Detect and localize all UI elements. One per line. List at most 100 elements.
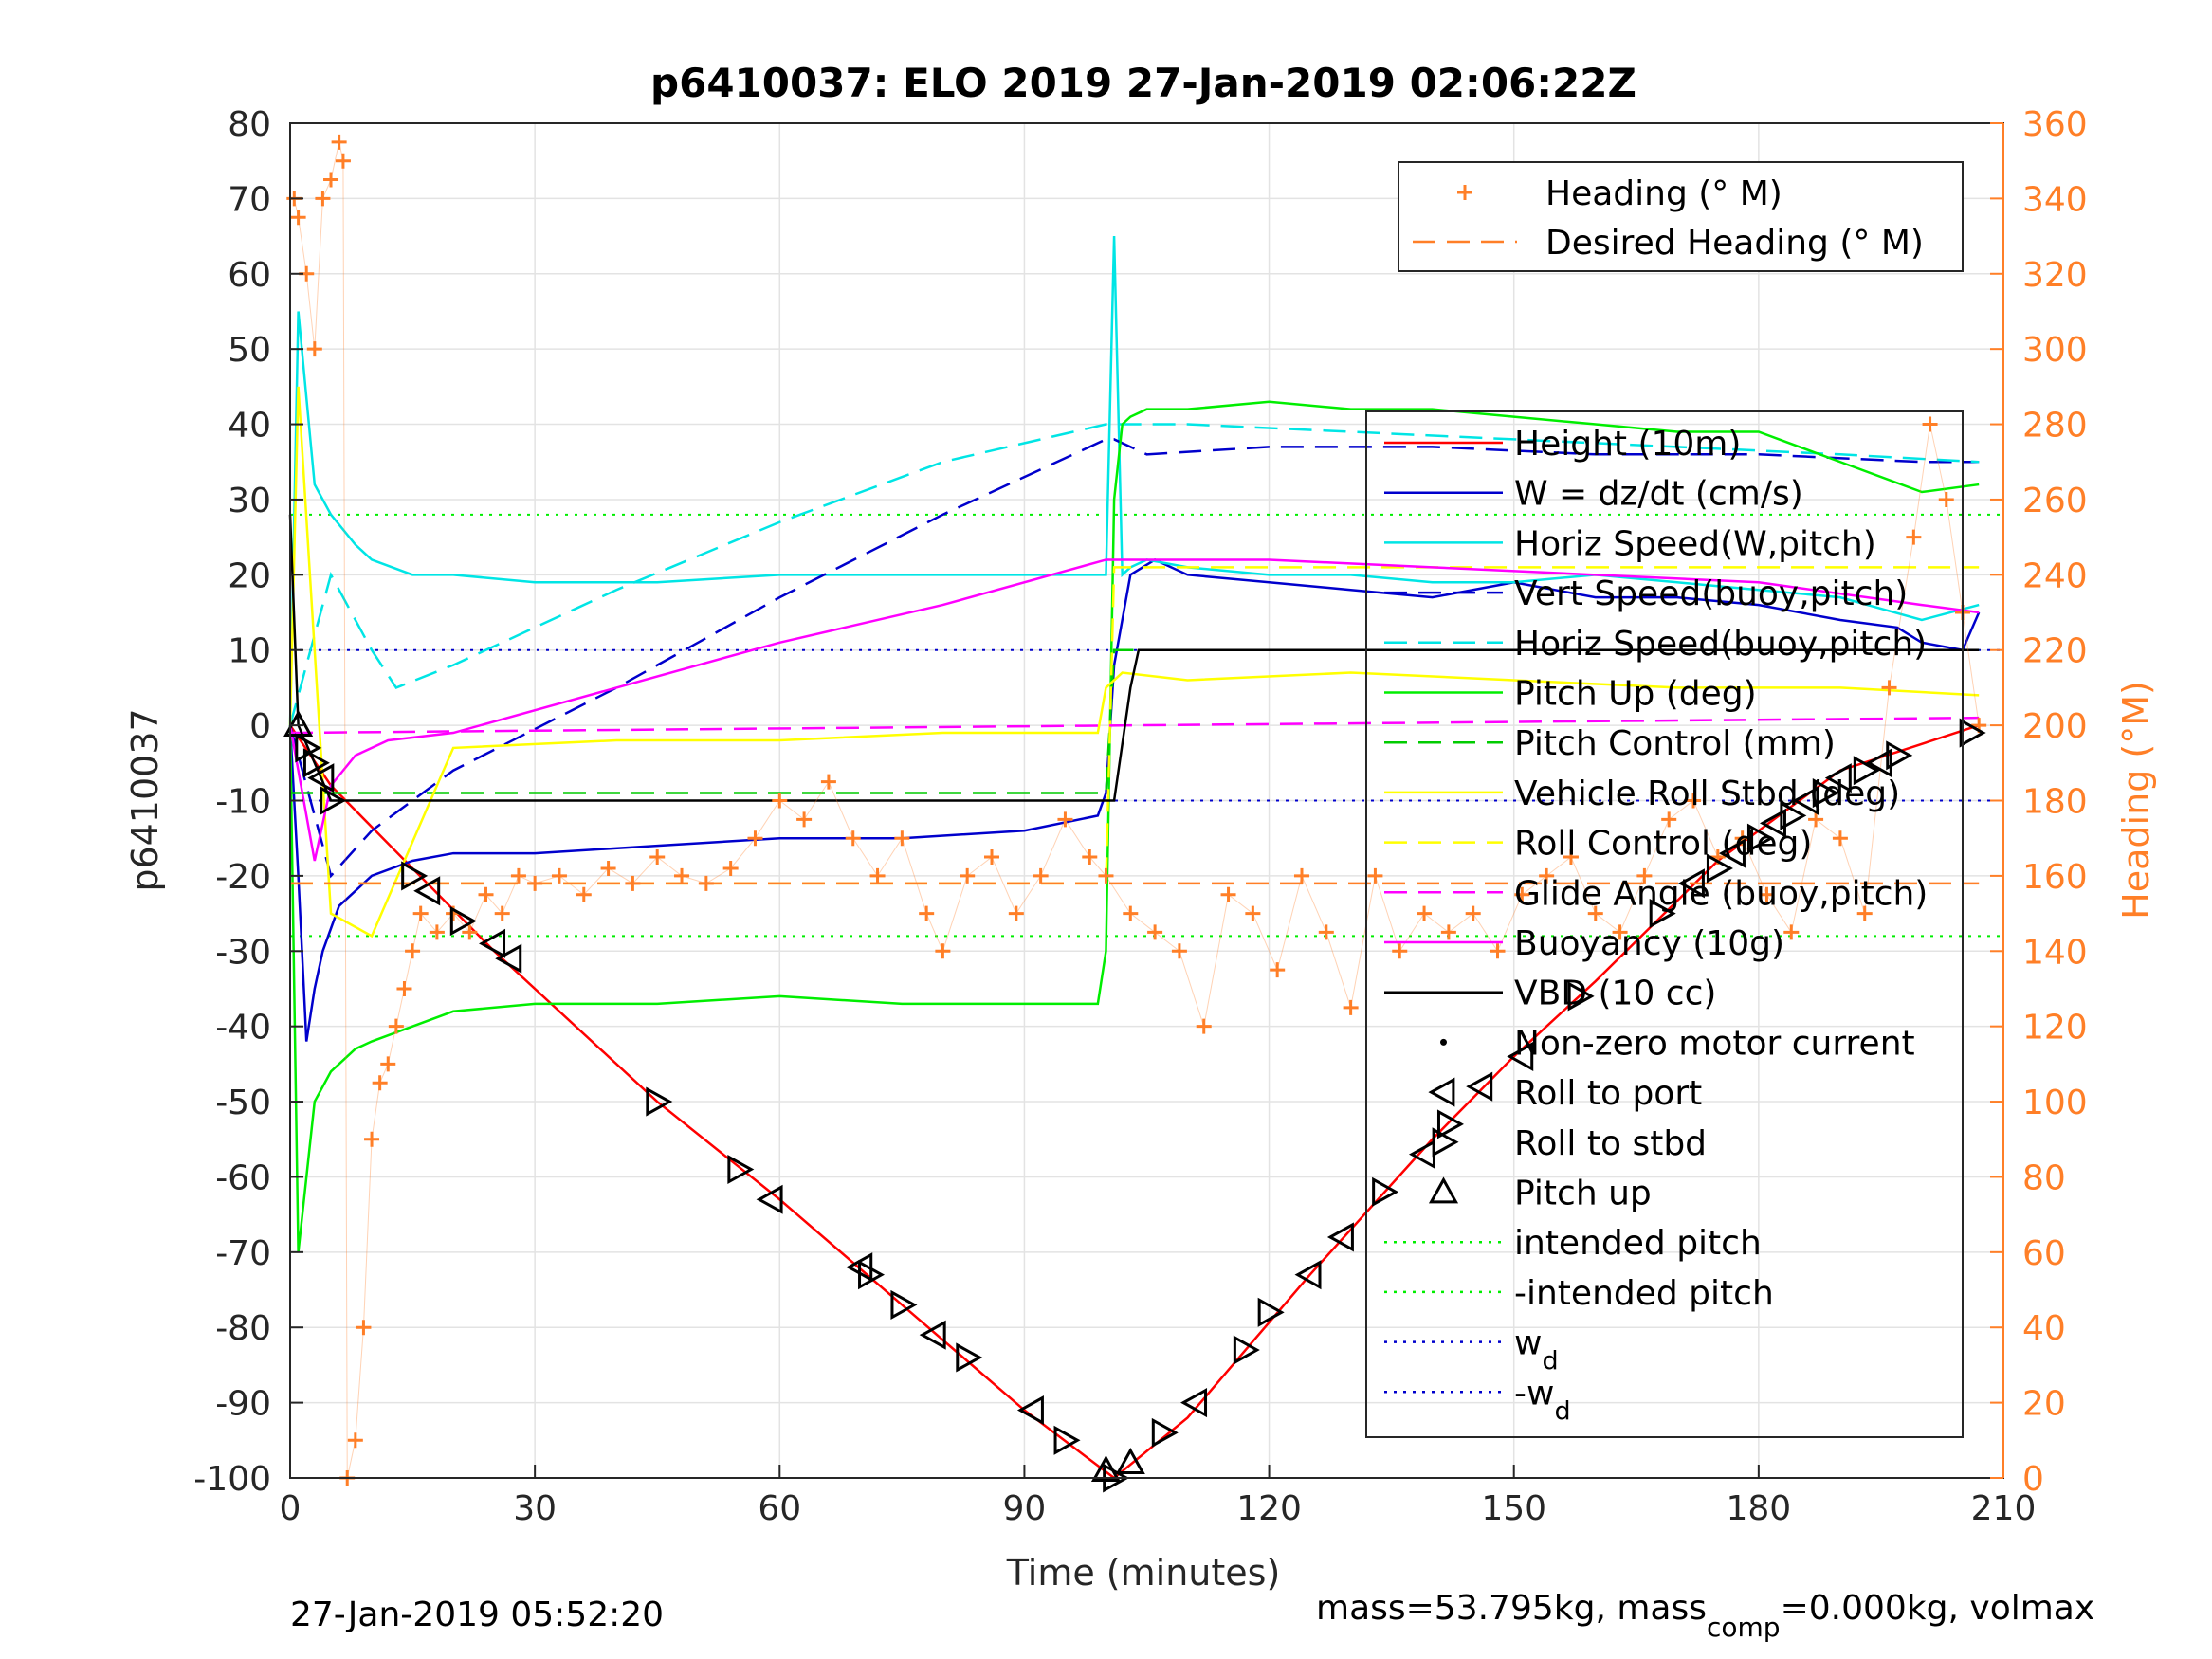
heading-point xyxy=(429,924,445,940)
heading-point xyxy=(960,867,976,884)
legend-label: Non-zero motor current xyxy=(1514,1024,1915,1063)
legend-sample xyxy=(1428,1077,1455,1107)
legend-label: Horiz Speed(buoy,pitch) xyxy=(1514,625,1927,664)
heading-point xyxy=(649,849,666,866)
heading-point xyxy=(984,849,1000,866)
x-tick-label: 60 xyxy=(758,1489,801,1528)
marker-tri-left xyxy=(1824,763,1852,793)
heading-point xyxy=(674,867,690,884)
y-axis-right: 0 20 40 60 80 100 120 140 160 180 200 220 240 260 280 3… xyxy=(1990,105,2088,1499)
marker-tri-left xyxy=(1180,1388,1208,1418)
heading-point xyxy=(1270,962,1286,978)
heading-point xyxy=(412,905,429,921)
marker-tri-left xyxy=(1759,808,1786,838)
footer-mass-text: mass=53.795kg, mass xyxy=(1316,1589,1707,1628)
heading-point xyxy=(772,793,788,809)
series-pitch-up-deg xyxy=(288,400,1980,1252)
series-glide-angle-buoy-pitch xyxy=(289,716,1980,735)
y-tick-label: 40 xyxy=(228,407,271,446)
heading-point xyxy=(1906,529,1922,545)
y-tick-label: -30 xyxy=(215,933,271,972)
legend-sample xyxy=(1440,1038,1447,1046)
heading-point xyxy=(1318,924,1334,940)
marker-tri-right xyxy=(890,1289,918,1320)
legend-sample xyxy=(1432,1127,1459,1158)
y-tick-label: 10 xyxy=(228,632,271,671)
marker-tri-left xyxy=(919,1320,946,1350)
marker-tri-right xyxy=(727,1154,755,1185)
x-axis: 0 30 60 90 120 150 180 210 xyxy=(280,1465,2036,1528)
heading-point xyxy=(1612,924,1628,940)
x-tick-label: 30 xyxy=(513,1489,557,1528)
y2-tick-label: 100 xyxy=(2022,1084,2088,1122)
heading-point xyxy=(1808,811,1824,828)
marker-tri-right xyxy=(1853,756,1880,786)
marker-tri-left xyxy=(1326,1222,1354,1252)
y2-tick-label: 240 xyxy=(2022,556,2088,595)
marker-tri-right xyxy=(1436,1109,1464,1139)
y2-tick-label: 360 xyxy=(2022,105,2088,144)
marker-tri-right xyxy=(1812,778,1839,809)
y-axis-label: p6410037 xyxy=(124,708,166,891)
heading-point xyxy=(1008,905,1024,921)
legend-label: Buoyancy (10g) xyxy=(1514,924,1784,963)
heading-point xyxy=(1465,905,1481,921)
marker-tri-left xyxy=(1792,785,1819,816)
legend-main-frame xyxy=(1365,410,1964,1438)
y2-tick-label: 140 xyxy=(2022,933,2088,972)
heading-point xyxy=(1392,943,1408,959)
legend-label: Height (10m) xyxy=(1514,425,1741,464)
heading-trace xyxy=(293,141,1980,1479)
heading-point xyxy=(494,905,510,921)
series-roll-control-deg xyxy=(290,566,1980,885)
heading-point xyxy=(372,1075,388,1091)
marker-tri-right xyxy=(320,785,347,816)
y-tick-label: 30 xyxy=(228,482,271,520)
heading-point xyxy=(306,341,322,357)
heading-point xyxy=(1123,905,1139,921)
heading-point xyxy=(796,811,813,828)
heading-point xyxy=(1922,416,1938,432)
marker-tri-left xyxy=(1507,1041,1534,1071)
legend-label: Vert Speed(buoy,pitch) xyxy=(1514,574,1908,613)
heading-point xyxy=(869,867,886,884)
legend-label: -intended pitch xyxy=(1514,1274,1774,1313)
heading-point xyxy=(1490,943,1506,959)
marker-tri-right xyxy=(1053,1425,1081,1455)
y-tick-label: 50 xyxy=(228,331,271,370)
heading-point xyxy=(722,860,739,876)
y2-tick-label: 180 xyxy=(2022,783,2088,822)
legend-label: Glide Angle (buoy,pitch) xyxy=(1514,874,1928,913)
marker-tri-left xyxy=(1016,1395,1044,1426)
legend-heading: Heading (° M) Desired Heading (° M) xyxy=(1398,161,1964,272)
heading-point xyxy=(1636,867,1653,884)
legend-label: Pitch Control (mm) xyxy=(1514,724,1836,763)
series-heading xyxy=(286,134,1987,1486)
legend-label: Pitch Up (deg) xyxy=(1514,675,1757,714)
y2-tick-label: 80 xyxy=(2022,1158,2066,1197)
heading-point xyxy=(747,830,763,847)
y2-tick-label: 120 xyxy=(2022,1009,2088,1048)
legend-label: Roll to stbd xyxy=(1514,1124,1707,1163)
marker-tri-left xyxy=(1865,748,1892,778)
marker-tri-left xyxy=(756,1184,783,1214)
series-horiz-speed-buoy-pitch xyxy=(288,423,1980,726)
legend-label: Heading (° M) xyxy=(1545,174,1782,213)
heading-point xyxy=(1539,867,1555,884)
heading-point xyxy=(1563,849,1579,866)
legend-label: -wd xyxy=(1514,1374,1571,1426)
marker-tri-left xyxy=(307,763,335,793)
legend-label: Roll to port xyxy=(1514,1074,1702,1113)
heading-point xyxy=(576,886,592,902)
heading-point xyxy=(1661,811,1677,828)
y2-tick-label: 20 xyxy=(2022,1385,2066,1424)
y2-tick-label: 300 xyxy=(2022,331,2088,370)
footer-timestamp: 27-Jan-2019 05:52:20 xyxy=(290,1595,664,1634)
heading-point xyxy=(1367,867,1383,884)
heading-point xyxy=(1881,680,1897,696)
heading-point xyxy=(335,153,351,169)
series-layer xyxy=(286,134,1987,1486)
heading-point xyxy=(396,980,412,996)
y-tick-label: -60 xyxy=(215,1158,271,1197)
heading-point xyxy=(1057,811,1073,828)
